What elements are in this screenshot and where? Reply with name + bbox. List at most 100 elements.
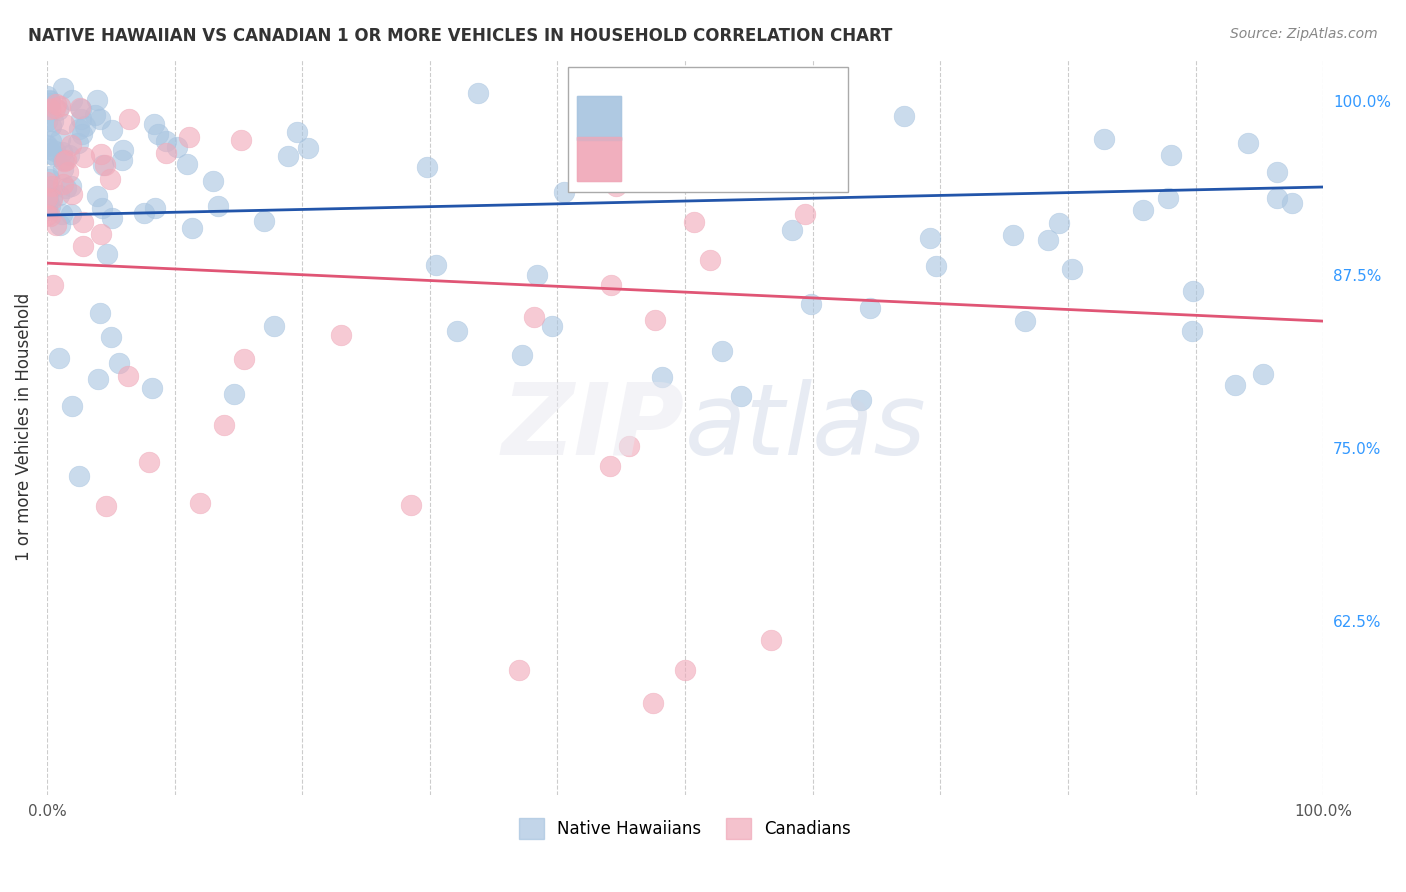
Point bbox=[96, 247, 118, 261]
FancyBboxPatch shape bbox=[576, 96, 621, 140]
Point bbox=[166, 140, 188, 154]
Point bbox=[759, 632, 782, 647]
Point bbox=[90, 227, 112, 241]
Point bbox=[37, 194, 59, 208]
Point bbox=[67, 468, 90, 483]
Point bbox=[526, 268, 548, 282]
Point bbox=[143, 117, 166, 131]
Point bbox=[39, 134, 62, 148]
Point bbox=[138, 455, 160, 469]
Point bbox=[399, 498, 422, 512]
Point bbox=[48, 218, 70, 232]
Point bbox=[35, 209, 58, 223]
Point bbox=[1181, 324, 1204, 338]
Point bbox=[41, 147, 63, 161]
Point bbox=[49, 99, 72, 113]
Point bbox=[263, 319, 285, 334]
Point bbox=[693, 132, 716, 146]
Point bbox=[84, 108, 107, 122]
Point bbox=[37, 169, 59, 184]
Point bbox=[510, 348, 533, 362]
Point bbox=[108, 356, 131, 370]
Point bbox=[730, 388, 752, 402]
Point bbox=[75, 120, 97, 134]
Point bbox=[60, 93, 83, 107]
Point bbox=[35, 191, 58, 205]
Point bbox=[851, 393, 873, 408]
Point bbox=[67, 122, 90, 136]
Point bbox=[60, 207, 83, 221]
Point bbox=[101, 123, 124, 137]
Point bbox=[67, 136, 90, 150]
Point bbox=[673, 663, 696, 677]
Point bbox=[86, 93, 108, 107]
Point bbox=[553, 185, 575, 199]
Point bbox=[38, 93, 60, 107]
Text: NATIVE HAWAIIAN VS CANADIAN 1 OR MORE VEHICLES IN HOUSEHOLD CORRELATION CHART: NATIVE HAWAIIAN VS CANADIAN 1 OR MORE VE… bbox=[28, 27, 893, 45]
Point bbox=[37, 142, 59, 156]
Point bbox=[91, 201, 114, 215]
Point bbox=[233, 351, 256, 366]
Point bbox=[143, 201, 166, 215]
Point bbox=[72, 215, 94, 229]
Point bbox=[44, 101, 66, 115]
Point bbox=[51, 177, 73, 191]
Point bbox=[51, 145, 73, 159]
Point bbox=[330, 328, 353, 343]
Point bbox=[599, 458, 621, 473]
Text: ZIP: ZIP bbox=[502, 378, 685, 475]
Point bbox=[1014, 314, 1036, 328]
Point bbox=[44, 145, 66, 159]
Point bbox=[710, 343, 733, 358]
Point bbox=[48, 351, 70, 365]
Point bbox=[523, 310, 546, 324]
Point bbox=[651, 370, 673, 384]
Point bbox=[1157, 191, 1180, 205]
Text: atlas: atlas bbox=[685, 378, 927, 475]
Point bbox=[541, 318, 564, 333]
Point bbox=[425, 258, 447, 272]
Point bbox=[89, 306, 111, 320]
Point bbox=[53, 117, 76, 131]
Point bbox=[58, 165, 80, 179]
Point bbox=[859, 301, 882, 315]
Text: Source: ZipAtlas.com: Source: ZipAtlas.com bbox=[1230, 27, 1378, 41]
Point bbox=[39, 199, 62, 213]
Point bbox=[1047, 216, 1070, 230]
Point bbox=[644, 313, 666, 327]
Point bbox=[467, 86, 489, 100]
Point bbox=[918, 231, 941, 245]
Point bbox=[207, 199, 229, 213]
Point bbox=[1236, 136, 1258, 150]
Point bbox=[297, 141, 319, 155]
Point bbox=[117, 112, 139, 126]
Point bbox=[69, 102, 91, 116]
Point bbox=[800, 297, 823, 311]
Point bbox=[1092, 132, 1115, 146]
Point bbox=[181, 221, 204, 235]
Point bbox=[52, 153, 75, 167]
Point bbox=[617, 439, 640, 453]
Point bbox=[90, 147, 112, 161]
Point bbox=[89, 112, 111, 126]
Point bbox=[1182, 285, 1205, 299]
Point bbox=[41, 193, 63, 207]
Point bbox=[60, 186, 83, 201]
Point bbox=[1223, 377, 1246, 392]
Point bbox=[70, 127, 93, 141]
Point bbox=[49, 132, 72, 146]
Point bbox=[101, 211, 124, 225]
Point bbox=[188, 496, 211, 510]
Point bbox=[35, 138, 58, 153]
Point bbox=[38, 95, 60, 110]
Point bbox=[39, 119, 62, 133]
Point bbox=[58, 148, 80, 162]
Point bbox=[1265, 191, 1288, 205]
Point bbox=[87, 371, 110, 385]
Point bbox=[446, 324, 468, 338]
Text: R = -0.070   N = 52: R = -0.070 N = 52 bbox=[627, 143, 818, 161]
Point bbox=[641, 696, 664, 710]
FancyBboxPatch shape bbox=[568, 67, 848, 192]
Point bbox=[508, 663, 530, 677]
Point bbox=[683, 215, 706, 229]
